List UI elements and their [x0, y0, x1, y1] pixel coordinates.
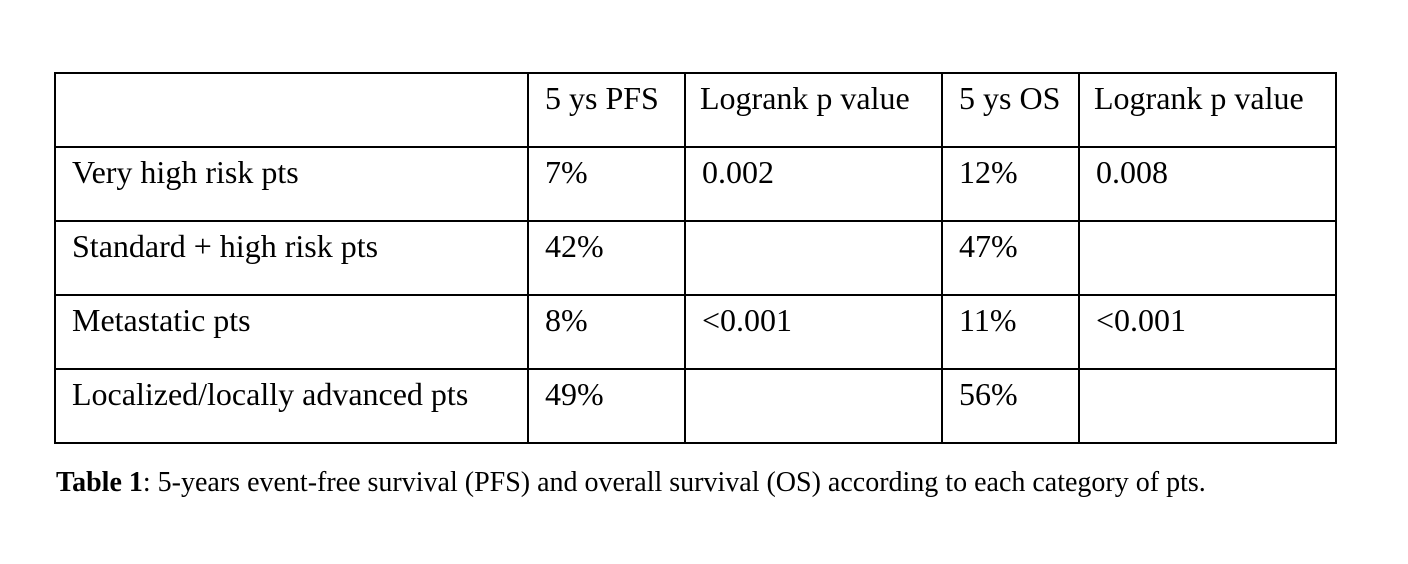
pfs-logrank-cell: <0.001 [684, 294, 943, 370]
pfs-cell: 8% [527, 294, 686, 370]
row-label-cell: Localized/locally advanced pts [54, 368, 529, 444]
os-cell: 12% [941, 146, 1080, 222]
table-row: Localized/locally advanced pts 49% 56% [54, 368, 1337, 444]
row-label-cell: Metastatic pts [54, 294, 529, 370]
header-cell-os-logrank: Logrank p value [1078, 72, 1337, 148]
table-row: Standard + high risk pts 42% 47% [54, 220, 1337, 296]
table-row: Metastatic pts 8% <0.001 11% <0.001 [54, 294, 1337, 370]
table-caption: Table 1: 5-years event-free survival (PF… [56, 466, 1206, 500]
header-cell-os: 5 ys OS [941, 72, 1080, 148]
os-cell: 56% [941, 368, 1080, 444]
pfs-logrank-cell [684, 220, 943, 296]
caption-label: Table 1 [56, 467, 143, 498]
header-cell-empty [54, 72, 529, 148]
os-logrank-cell: <0.001 [1078, 294, 1337, 370]
survival-table: 5 ys PFS Logrank p value 5 ys OS Logrank… [54, 72, 1337, 444]
os-logrank-cell [1078, 368, 1337, 444]
caption-text: : 5-years event-free survival (PFS) and … [142, 467, 1206, 498]
table-header-row: 5 ys PFS Logrank p value 5 ys OS Logrank… [54, 72, 1337, 148]
row-label-cell: Standard + high risk pts [54, 220, 529, 296]
table-row: Very high risk pts 7% 0.002 12% 0.008 [54, 146, 1337, 222]
os-cell: 47% [941, 220, 1080, 296]
os-logrank-cell [1078, 220, 1337, 296]
pfs-logrank-cell [684, 368, 943, 444]
pfs-cell: 42% [527, 220, 686, 296]
header-cell-pfs-logrank: Logrank p value [684, 72, 943, 148]
pfs-cell: 49% [527, 368, 686, 444]
pfs-logrank-cell: 0.002 [684, 146, 943, 222]
os-cell: 11% [941, 294, 1080, 370]
os-logrank-cell: 0.008 [1078, 146, 1337, 222]
row-label-cell: Very high risk pts [54, 146, 529, 222]
header-cell-pfs: 5 ys PFS [527, 72, 686, 148]
pfs-cell: 7% [527, 146, 686, 222]
